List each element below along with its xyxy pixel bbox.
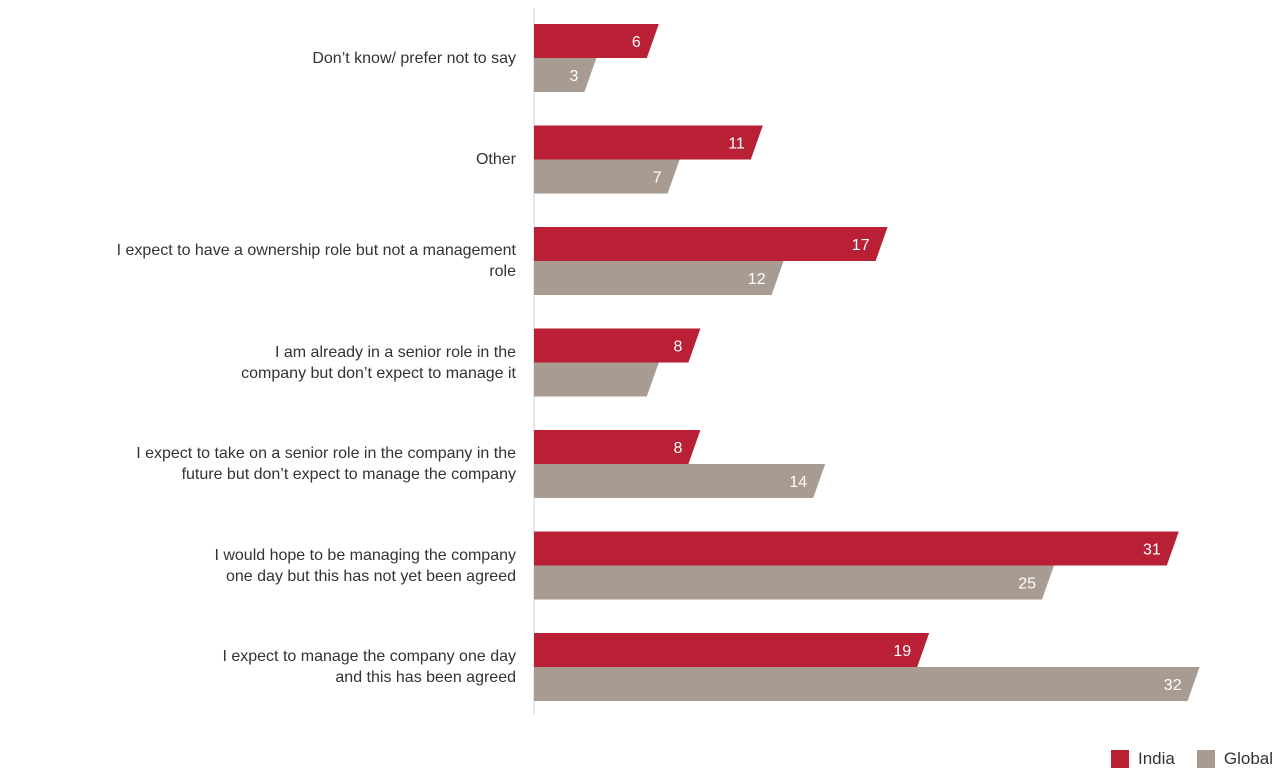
bar-global-6 bbox=[534, 667, 1200, 701]
bar-india-5 bbox=[534, 531, 1179, 566]
category-label-3: I am already in a senior role in the com… bbox=[241, 343, 516, 382]
bar-global-2 bbox=[534, 261, 784, 295]
bar-india-6 bbox=[534, 633, 930, 667]
data-label-india-3: 8 bbox=[673, 339, 682, 356]
data-label-india-4: 8 bbox=[673, 440, 682, 457]
data-label-global-0: 3 bbox=[569, 68, 578, 85]
legend-item-india: India bbox=[1110, 749, 1175, 769]
data-label-india-0: 6 bbox=[632, 34, 641, 51]
data-label-global-5: 25 bbox=[1018, 576, 1036, 593]
category-label-4: I expect to take on a senior role in the… bbox=[136, 445, 516, 483]
bar-india-2 bbox=[534, 227, 888, 261]
data-label-global-6: 32 bbox=[1164, 677, 1182, 694]
bar-global-0 bbox=[534, 58, 597, 92]
data-label-global-1: 7 bbox=[653, 170, 662, 187]
bar-india-3 bbox=[534, 328, 701, 363]
data-label-india-2: 17 bbox=[852, 237, 870, 254]
legend-swatch-global bbox=[1196, 750, 1215, 768]
bar-india-1 bbox=[534, 125, 763, 160]
bar-india-4 bbox=[534, 430, 701, 464]
category-label-6: I expect to manage the company one day a… bbox=[222, 648, 516, 686]
legend-item-global: Global bbox=[1196, 749, 1273, 769]
category-label-0: Don’t know/ prefer not to say bbox=[312, 49, 516, 67]
legend: India Global bbox=[1089, 749, 1273, 769]
legend-swatch-india bbox=[1110, 750, 1129, 768]
legend-label-india: India bbox=[1137, 749, 1175, 768]
bar-global-5 bbox=[534, 565, 1054, 600]
data-label-global-4: 14 bbox=[789, 474, 807, 491]
data-label-india-5: 31 bbox=[1143, 542, 1161, 559]
bar-global-1 bbox=[534, 159, 680, 194]
data-label-india-6: 19 bbox=[893, 643, 911, 660]
category-label-1: Other bbox=[475, 151, 516, 168]
data-label-global-2: 12 bbox=[748, 271, 766, 288]
legend-label-global: Global bbox=[1223, 749, 1273, 768]
category-label-5: I would hope to be managing the company … bbox=[214, 546, 516, 585]
data-label-india-1: 11 bbox=[728, 136, 745, 153]
bar-global-4 bbox=[534, 464, 826, 498]
category-label-2: I expect to have a ownership role but no… bbox=[116, 242, 516, 280]
bar-india-0 bbox=[534, 24, 659, 58]
bar-global-3 bbox=[534, 362, 659, 397]
